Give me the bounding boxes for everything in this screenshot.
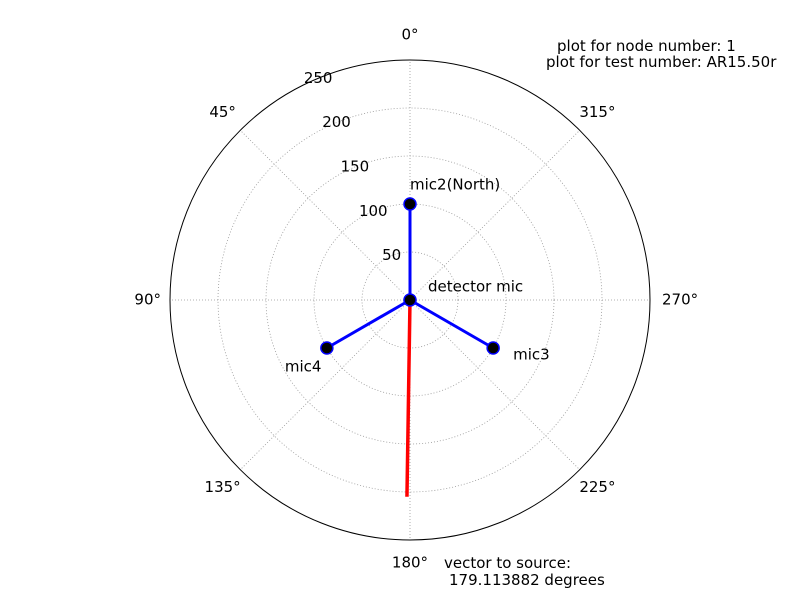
vector-to-source-label: vector to source: [444, 554, 572, 572]
angle-tick-label: 225° [579, 478, 615, 496]
vector-to-source-value: 179.113882 degrees [449, 571, 605, 589]
angle-tick-label: 270° [662, 291, 698, 309]
radial-tick-label: 250 [304, 69, 333, 87]
polar-frame [169, 59, 651, 541]
mic-marker [486, 341, 500, 355]
mic-arm [326, 298, 411, 350]
mic-label: mic4 [285, 358, 322, 376]
radial-tick-label: 50 [382, 246, 401, 264]
mic-label: mic3 [513, 346, 550, 364]
angle-tick-label: 90° [134, 291, 161, 309]
radial-tick-label: 200 [322, 113, 351, 131]
mic-marker [403, 293, 417, 307]
source-vector-line [405, 299, 412, 497]
mic-arm [409, 298, 494, 350]
angular-gridline-45 [240, 130, 411, 301]
mic-marker [320, 341, 334, 355]
node-number-note: plot for node number: 1 [557, 37, 736, 55]
test-number-note: plot for test number: AR15.50r [546, 53, 777, 71]
mic-label: mic2(North) [410, 176, 500, 194]
angular-gridline-135 [240, 299, 411, 470]
angle-tick-label: 0° [401, 26, 418, 44]
angle-tick-label: 315° [579, 103, 615, 121]
angle-tick-label: 180° [392, 554, 428, 572]
radial-tick-label: 100 [359, 202, 388, 220]
mic-marker [403, 197, 417, 211]
angle-tick-label: 45° [209, 103, 236, 121]
radial-tick-label: 150 [341, 157, 370, 175]
angular-gridline-225 [409, 299, 580, 470]
angular-gridline-315 [409, 130, 580, 301]
angle-tick-label: 135° [205, 478, 241, 496]
mic-label: detector mic [428, 278, 523, 296]
